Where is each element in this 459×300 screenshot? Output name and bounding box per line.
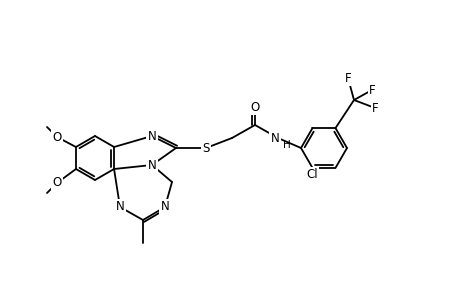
Text: H: H [282,140,290,150]
Text: N: N [160,200,169,214]
Text: O: O [52,176,62,190]
Text: Cl: Cl [306,168,318,182]
Text: N: N [270,131,279,145]
Text: S: S [202,142,209,154]
Text: N: N [115,200,124,214]
Text: N: N [147,158,156,172]
Text: O: O [52,130,62,143]
Text: F: F [368,83,375,97]
Text: N: N [147,130,156,142]
Text: F: F [371,101,377,115]
Text: O: O [250,100,259,113]
Text: F: F [344,71,351,85]
